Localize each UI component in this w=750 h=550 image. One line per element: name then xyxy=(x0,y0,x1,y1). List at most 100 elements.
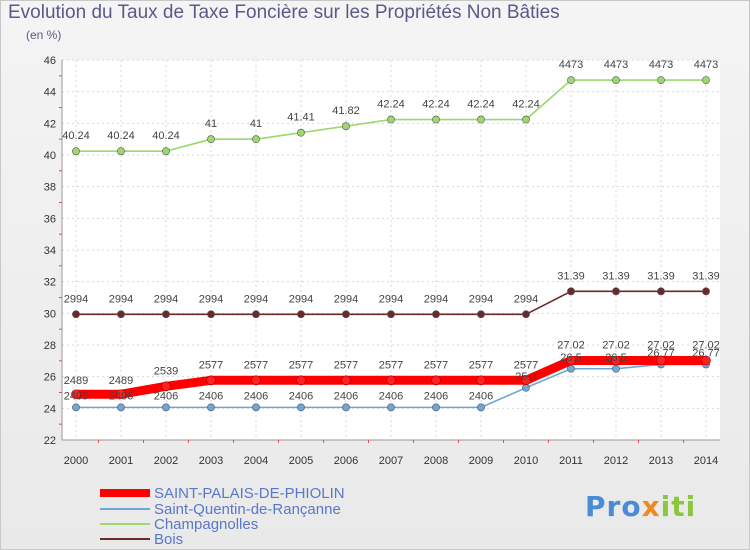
data-point xyxy=(72,403,80,412)
data-point xyxy=(612,76,620,85)
data-point xyxy=(702,76,710,85)
data-point xyxy=(71,389,81,400)
data-point xyxy=(342,403,350,412)
data-label: 27.02 xyxy=(692,340,720,352)
axes: 22 24 26 28 30 32 34 36 38 40 42 44 46 2000 2001 2002 20… xyxy=(44,55,720,467)
data-label: 2994 xyxy=(109,293,133,305)
x-tick-label: 2006 xyxy=(334,455,358,467)
series-lines xyxy=(71,76,711,412)
data-label: 2577 xyxy=(244,359,268,371)
data-point xyxy=(117,147,125,156)
x-tick-label: 2004 xyxy=(244,455,268,467)
data-label: 4473 xyxy=(604,59,628,71)
data-label: 27.02 xyxy=(602,340,630,352)
data-label: 2406 xyxy=(289,390,313,402)
y-tick-label: 34 xyxy=(44,245,56,257)
data-point xyxy=(477,115,485,124)
data-label: 26.5 xyxy=(560,352,581,364)
y-tick-label: 26 xyxy=(44,372,56,384)
data-point xyxy=(72,147,80,156)
data-label: 2577 xyxy=(289,359,313,371)
data-label: 25.3 xyxy=(515,371,536,383)
y-tick-label: 30 xyxy=(44,308,56,320)
data-point xyxy=(611,355,621,366)
data-point xyxy=(612,287,620,296)
data-label: 2994 xyxy=(64,293,88,305)
data-point xyxy=(567,287,575,296)
data-point xyxy=(612,364,620,373)
data-label: 41 xyxy=(205,118,217,130)
data-point xyxy=(387,403,395,412)
data-point xyxy=(252,135,260,144)
data-label: 41.41 xyxy=(287,112,315,124)
data-point xyxy=(296,375,306,386)
data-label: 2406 xyxy=(469,390,493,402)
data-point xyxy=(477,310,485,319)
data-point xyxy=(251,375,261,386)
y-tick-label: 28 xyxy=(44,340,56,352)
y-tick-label: 32 xyxy=(44,277,56,289)
data-point xyxy=(162,147,170,156)
data-point xyxy=(342,122,350,131)
data-point xyxy=(432,403,440,412)
data-label: 40.24 xyxy=(107,130,135,142)
data-point xyxy=(252,310,260,319)
y-tick-label: 42 xyxy=(44,118,56,130)
data-label: 2577 xyxy=(469,359,493,371)
x-tick-label: 2005 xyxy=(289,455,313,467)
data-label: 2994 xyxy=(334,293,358,305)
y-tick-label: 36 xyxy=(44,213,56,225)
data-label: 31.39 xyxy=(602,270,630,282)
data-point xyxy=(297,403,305,412)
legend-label: Saint-Quentin-de-Rançanne xyxy=(154,501,341,518)
data-label: 26.77 xyxy=(647,347,675,359)
data-label: 2489 xyxy=(64,375,88,387)
data-point xyxy=(297,128,305,137)
data-label: 41 xyxy=(250,118,262,130)
data-point xyxy=(522,310,530,319)
x-tick-label: 2009 xyxy=(469,455,493,467)
data-label: 4473 xyxy=(694,59,718,71)
data-label: 31.39 xyxy=(692,270,720,282)
data-point xyxy=(207,403,215,412)
data-point xyxy=(521,375,531,386)
data-label: 2994 xyxy=(514,293,538,305)
data-label: 2406 xyxy=(334,390,358,402)
data-label: 2994 xyxy=(469,293,493,305)
data-label: 40.24 xyxy=(62,130,90,142)
data-label: 2539 xyxy=(154,365,178,377)
data-label: 42.24 xyxy=(422,99,450,111)
data-point xyxy=(476,375,486,386)
data-point xyxy=(702,287,710,296)
data-label: 2406 xyxy=(379,390,403,402)
data-label: 42.24 xyxy=(377,99,405,111)
data-point xyxy=(657,76,665,85)
data-point xyxy=(432,115,440,124)
data-point xyxy=(342,310,350,319)
brand-logo: Proxiti xyxy=(585,490,697,523)
data-point xyxy=(116,389,126,400)
x-tick-label: 2014 xyxy=(694,455,718,467)
data-label: 2994 xyxy=(199,293,223,305)
x-tick-label: 2008 xyxy=(424,455,448,467)
x-tick-label: 2000 xyxy=(64,455,88,467)
x-tick-label: 2001 xyxy=(109,455,133,467)
y-tick-label: 40 xyxy=(44,150,56,162)
data-label: 2577 xyxy=(514,359,538,371)
data-label: 42.24 xyxy=(467,99,495,111)
data-point xyxy=(386,375,396,386)
data-point xyxy=(207,135,215,144)
data-point xyxy=(387,310,395,319)
data-label: 2577 xyxy=(199,359,223,371)
data-label: 2406 xyxy=(154,390,178,402)
data-label: 2406 xyxy=(424,390,448,402)
data-point xyxy=(161,381,171,392)
x-tick-label: 2013 xyxy=(649,455,673,467)
data-label: 2406 xyxy=(64,390,88,402)
data-label: 4473 xyxy=(649,59,673,71)
y-tick-label: 38 xyxy=(44,182,56,194)
data-label: 2489 xyxy=(109,375,133,387)
data-point xyxy=(206,375,216,386)
y-tick-label: 46 xyxy=(44,55,56,67)
data-label: 40.24 xyxy=(152,130,180,142)
